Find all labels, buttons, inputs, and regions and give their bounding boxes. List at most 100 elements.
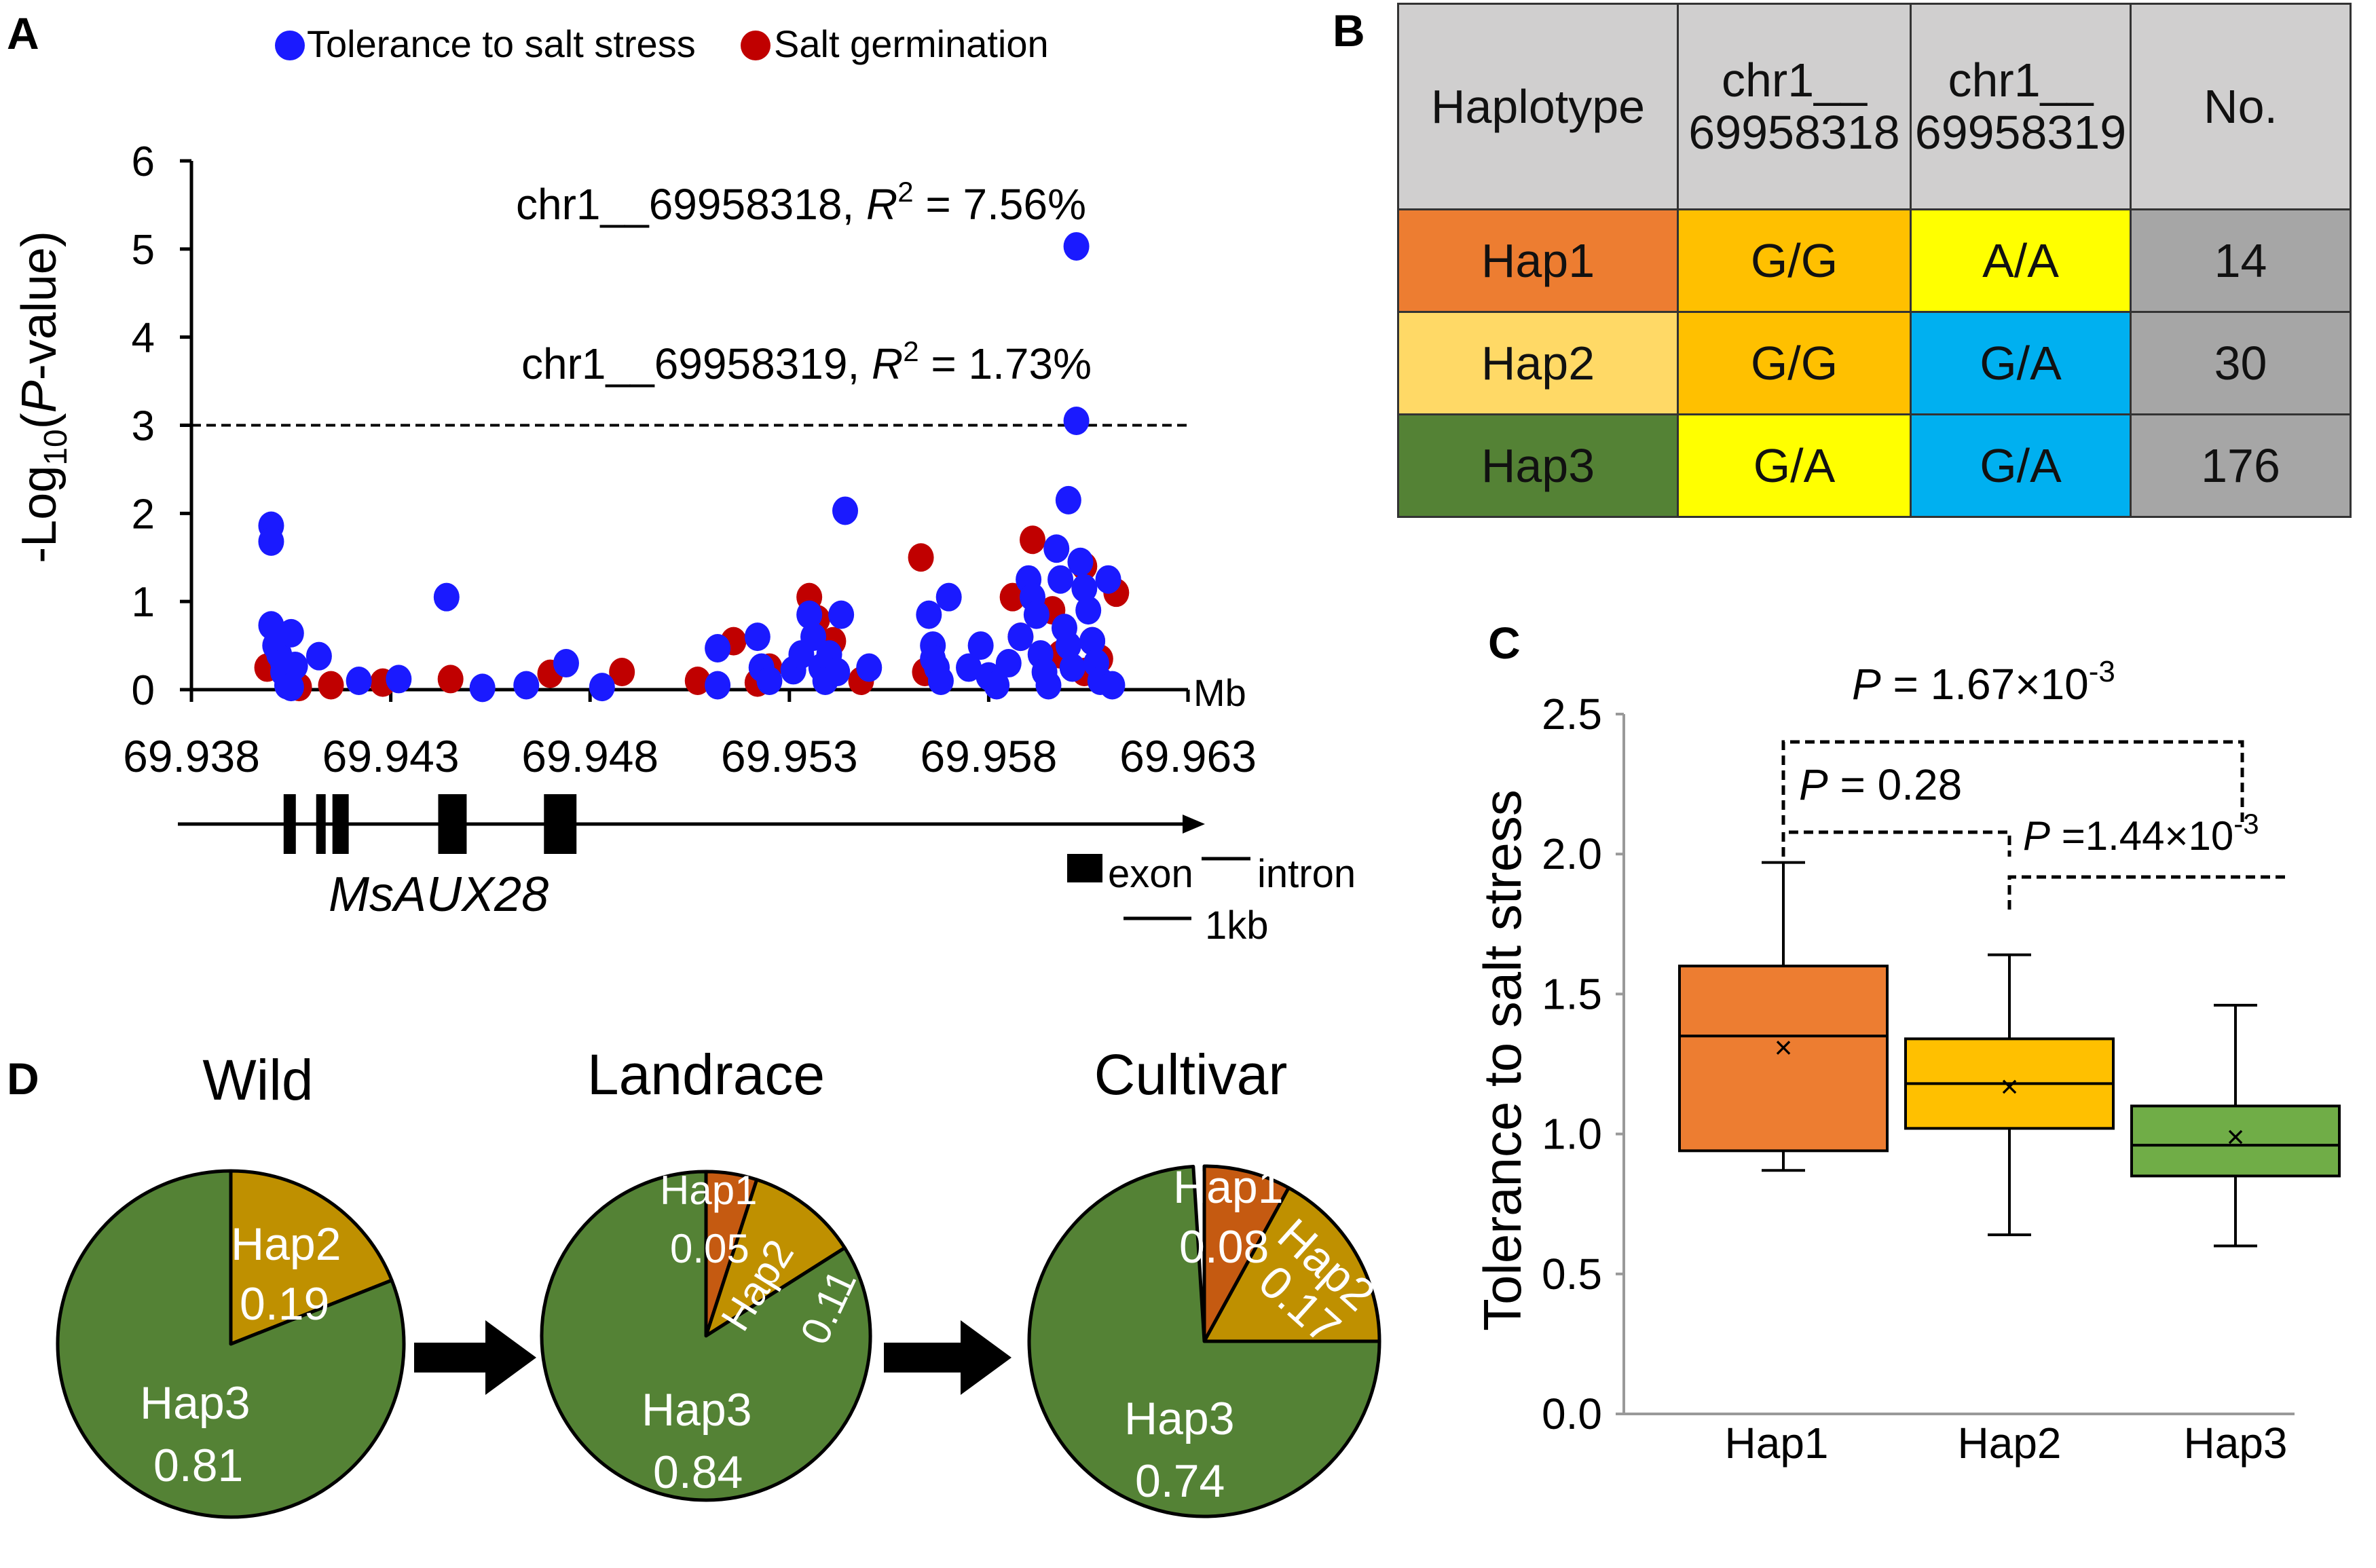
point-tolerance	[705, 671, 731, 700]
ylabel-prefix: -Log	[12, 466, 67, 563]
cell-hap2-snp1: G/G	[1677, 311, 1912, 415]
scale-bar-label: 1kb	[1205, 903, 1269, 948]
point-tolerance	[1035, 671, 1062, 700]
point-tolerance	[1067, 547, 1094, 576]
x-label-c: Hap2	[1958, 1419, 2062, 1468]
point-tolerance	[967, 631, 994, 660]
table-header-row: Haplotype chr1__ 69958318 chr1__ 6995831…	[1397, 3, 2352, 210]
pie-slice-hap3	[56, 1169, 406, 1519]
arrow-landrace-to-cultivar	[884, 1320, 1011, 1395]
pie-slice-hap2	[1202, 1186, 1381, 1343]
point-tolerance	[832, 496, 859, 525]
y-tick-label-c: 0.0	[1542, 1389, 1602, 1438]
y-tick-label-a: 0	[132, 667, 155, 714]
pie-title-landrace: Landrace	[587, 1043, 825, 1106]
table-row: Hap3 G/A G/A 176	[1397, 413, 2352, 518]
landrace-hap1-name: Hap1	[660, 1168, 757, 1213]
x-tick-label-a: 69.938	[123, 731, 260, 781]
y-axis-title-a: -Log10(P-value)	[12, 231, 74, 563]
legend-red-label: Salt germination	[774, 22, 1049, 65]
box-body	[2130, 1104, 2341, 1178]
y-tick-label-a: 1	[132, 579, 155, 626]
boxplots: × × ×	[1678, 861, 2341, 1248]
point-tolerance	[828, 600, 855, 629]
x-labels-c: Hap1 Hap2 Hap3	[1725, 1419, 2288, 1468]
p1-text: = 1.67×10	[1881, 660, 2089, 709]
panel-a-label: A	[7, 8, 39, 58]
point-tolerance	[270, 649, 297, 678]
cultivar-hap3-name: Hap3	[1124, 1393, 1235, 1444]
x-tick-label-a: 69.963	[1119, 731, 1257, 781]
point-salt-germination	[318, 671, 344, 700]
bracket-hap1-hap2	[1781, 830, 2011, 857]
landrace-hap1-value: 0.05	[670, 1226, 749, 1271]
point-salt-germination	[999, 582, 1026, 612]
point-tolerance	[1023, 600, 1050, 629]
point-tolerance	[705, 633, 731, 662]
point-tolerance	[1075, 596, 1102, 625]
panel-a: A Tolerance to salt stress Salt germinat…	[7, 8, 1356, 948]
annot2-sup: 2	[903, 335, 918, 367]
gene-arrowhead	[1183, 815, 1205, 834]
point-salt-germination	[684, 667, 711, 696]
point-tolerance	[756, 667, 783, 696]
point-tolerance	[916, 600, 942, 629]
point-salt-germination	[908, 543, 934, 572]
pie-slice-hap1	[1202, 1164, 1291, 1343]
y-tick-label-c: 2.5	[1542, 690, 1602, 739]
exon-block	[438, 794, 467, 854]
annot1-r: R	[866, 180, 897, 229]
cell-hap1-count: 14	[2130, 208, 2352, 313]
y-tick-label-a: 2	[132, 491, 155, 538]
series-tolerance	[258, 231, 1126, 703]
point-tolerance	[984, 671, 1010, 700]
panel-b-label: B	[1333, 5, 1365, 56]
point-tolerance	[1099, 671, 1126, 700]
p2-p: P	[1799, 760, 1828, 809]
point-tolerance	[995, 649, 1022, 678]
pie-title-wild: Wild	[202, 1048, 313, 1112]
y-axis-title-c: Tolerance to salt stress	[1472, 789, 1532, 1331]
cultivar-hap1-name: Hap1	[1173, 1161, 1284, 1213]
point-tolerance	[278, 673, 304, 702]
y-tick-label-a: 4	[132, 315, 155, 362]
x-tick-label-a: 69.948	[521, 731, 658, 781]
pie-cultivar	[1027, 1164, 1381, 1518]
point-tolerance	[1063, 231, 1090, 261]
panel-c: C Tolerance to salt stress 0.0 0.5 1.0 1.5 2…	[1472, 618, 2341, 1468]
landrace-hap3-name: Hap3	[642, 1384, 752, 1436]
point-tolerance	[1055, 631, 1081, 660]
legend-blue-dot	[275, 31, 305, 60]
wild-hap3-name: Hap3	[140, 1377, 250, 1429]
pie-slice-hap3	[1027, 1165, 1381, 1518]
annotation-snp1: chr1__69958318, R2 = 7.56%	[516, 176, 1086, 229]
point-tolerance	[800, 622, 827, 652]
box-body	[1678, 965, 1889, 1153]
mean-marker: ×	[1775, 1030, 1793, 1065]
pie-slice-hap2	[229, 1169, 394, 1346]
mean-marker: ×	[2001, 1068, 2019, 1104]
box-hap1: ×	[1678, 861, 1889, 1172]
exon-key-label: exon	[1108, 852, 1193, 896]
y-ticks-c: 0.0 0.5 1.0 1.5 2.0 2.5	[1542, 690, 1624, 1438]
panel-d-label: D	[7, 1053, 39, 1104]
intron-key-label: intron	[1257, 852, 1356, 896]
cell-hap3-snp2: G/A	[1910, 413, 2132, 518]
legend-red-dot	[741, 31, 771, 60]
p-value-hap2-hap3: P =1.44×10-3	[2023, 808, 2259, 859]
p-value-hap1-hap3: P = 1.67×10-3	[1852, 655, 2115, 709]
point-tolerance	[1095, 565, 1121, 594]
y-tick-label-c: 2.0	[1542, 829, 1602, 878]
ylabel-sub: 10	[38, 429, 74, 465]
p3-p: P	[2023, 813, 2050, 859]
exon-block	[332, 794, 349, 854]
point-salt-germination	[609, 658, 635, 687]
cell-hap1-snp2: A/A	[1910, 208, 2132, 313]
cultivar-hap1-value: 0.08	[1179, 1221, 1269, 1273]
y-tick-label-a: 5	[132, 227, 155, 274]
exon-block	[316, 794, 326, 854]
bracket-hap2-hap3-line	[2007, 875, 2288, 910]
x-unit-label: Mb	[1193, 671, 1246, 714]
bracket-hap2-hap3	[2007, 875, 2288, 910]
